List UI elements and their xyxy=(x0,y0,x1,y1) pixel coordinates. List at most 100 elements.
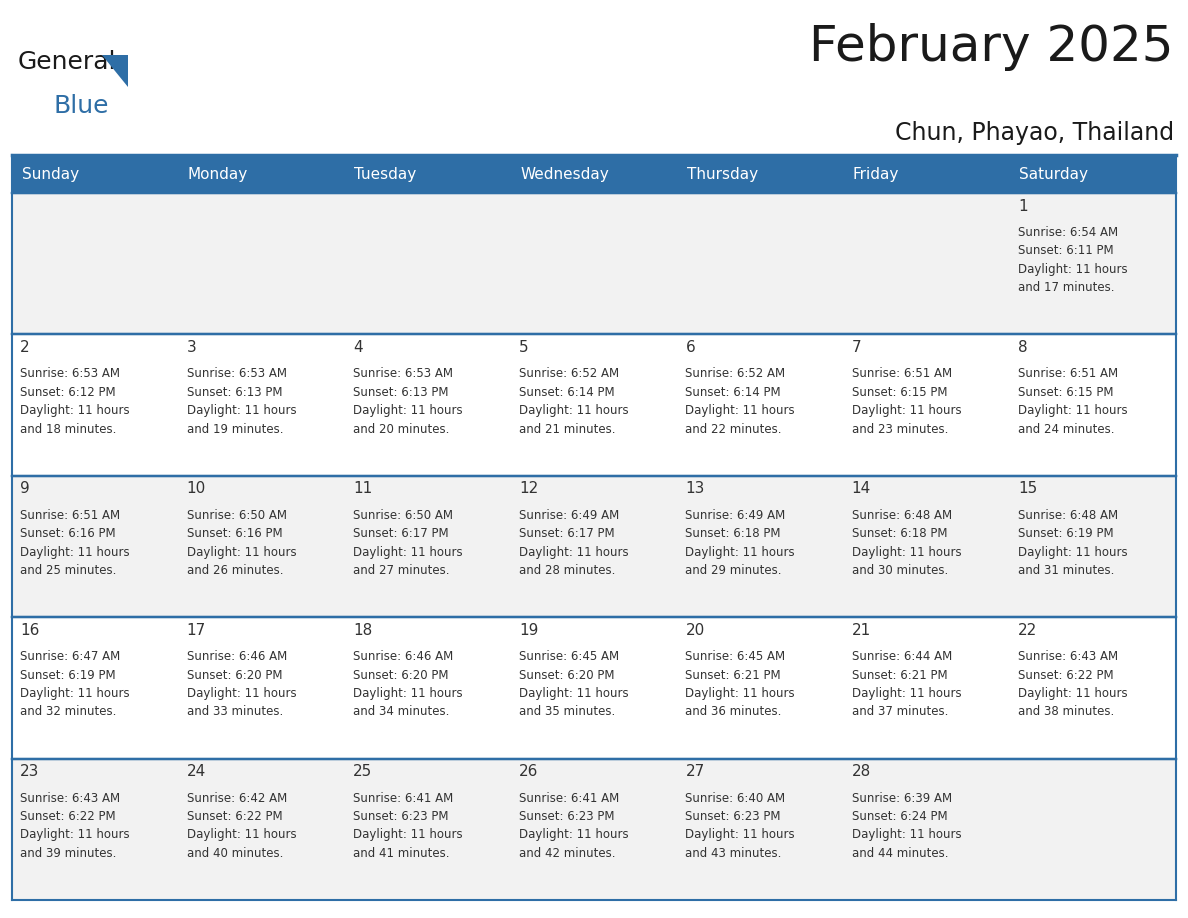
Text: 1: 1 xyxy=(1018,198,1028,214)
Text: 19: 19 xyxy=(519,622,538,638)
Bar xyxy=(178,193,345,334)
Text: 16: 16 xyxy=(20,622,39,638)
Text: Sunset: 6:17 PM: Sunset: 6:17 PM xyxy=(519,527,615,540)
Text: and 29 minutes.: and 29 minutes. xyxy=(685,564,782,577)
Text: and 20 minutes.: and 20 minutes. xyxy=(353,422,449,435)
Text: Daylight: 11 hours: Daylight: 11 hours xyxy=(20,545,129,558)
Bar xyxy=(843,476,1010,617)
Bar xyxy=(345,155,511,193)
Bar xyxy=(178,155,345,193)
Text: 18: 18 xyxy=(353,622,372,638)
Text: 25: 25 xyxy=(353,764,372,779)
Text: Daylight: 11 hours: Daylight: 11 hours xyxy=(187,687,296,700)
Bar xyxy=(511,193,677,334)
Text: 24: 24 xyxy=(187,764,206,779)
Text: and 19 minutes.: and 19 minutes. xyxy=(187,422,283,435)
Text: 3: 3 xyxy=(187,340,196,355)
Text: and 21 minutes.: and 21 minutes. xyxy=(519,422,615,435)
Bar xyxy=(1010,334,1176,476)
Text: Sunset: 6:14 PM: Sunset: 6:14 PM xyxy=(685,386,781,398)
Text: and 31 minutes.: and 31 minutes. xyxy=(1018,564,1114,577)
Bar xyxy=(677,155,843,193)
Text: 10: 10 xyxy=(187,481,206,497)
Text: 5: 5 xyxy=(519,340,529,355)
Text: Sunset: 6:15 PM: Sunset: 6:15 PM xyxy=(852,386,947,398)
Text: Sunrise: 6:51 AM: Sunrise: 6:51 AM xyxy=(852,367,952,380)
Text: 12: 12 xyxy=(519,481,538,497)
Text: and 42 minutes.: and 42 minutes. xyxy=(519,846,615,860)
Text: Daylight: 11 hours: Daylight: 11 hours xyxy=(1018,687,1127,700)
Text: and 32 minutes.: and 32 minutes. xyxy=(20,705,116,718)
Bar xyxy=(677,334,843,476)
Text: Sunrise: 6:45 AM: Sunrise: 6:45 AM xyxy=(685,650,785,663)
Text: Sunset: 6:19 PM: Sunset: 6:19 PM xyxy=(1018,527,1113,540)
Text: and 35 minutes.: and 35 minutes. xyxy=(519,705,615,718)
Text: Sunset: 6:22 PM: Sunset: 6:22 PM xyxy=(20,810,116,823)
Text: and 28 minutes.: and 28 minutes. xyxy=(519,564,615,577)
Text: Sunset: 6:22 PM: Sunset: 6:22 PM xyxy=(1018,668,1113,681)
Text: 28: 28 xyxy=(852,764,871,779)
Text: Sunset: 6:13 PM: Sunset: 6:13 PM xyxy=(353,386,448,398)
Bar xyxy=(511,476,677,617)
Bar xyxy=(1010,193,1176,334)
Text: Sunrise: 6:52 AM: Sunrise: 6:52 AM xyxy=(519,367,619,380)
Text: and 30 minutes.: and 30 minutes. xyxy=(852,564,948,577)
Text: Daylight: 11 hours: Daylight: 11 hours xyxy=(519,545,628,558)
Bar xyxy=(843,334,1010,476)
Text: Monday: Monday xyxy=(188,166,248,182)
Text: and 39 minutes.: and 39 minutes. xyxy=(20,846,116,860)
Text: 20: 20 xyxy=(685,622,704,638)
Bar xyxy=(511,334,677,476)
Text: and 22 minutes.: and 22 minutes. xyxy=(685,422,782,435)
Bar xyxy=(677,476,843,617)
Text: and 38 minutes.: and 38 minutes. xyxy=(1018,705,1114,718)
Text: Friday: Friday xyxy=(853,166,899,182)
Text: Daylight: 11 hours: Daylight: 11 hours xyxy=(852,404,961,417)
Text: Sunrise: 6:39 AM: Sunrise: 6:39 AM xyxy=(852,791,952,805)
Text: Sunset: 6:18 PM: Sunset: 6:18 PM xyxy=(852,527,947,540)
Bar xyxy=(511,617,677,758)
Text: 23: 23 xyxy=(20,764,39,779)
Text: Chun, Phayao, Thailand: Chun, Phayao, Thailand xyxy=(895,121,1174,145)
Text: Sunrise: 6:42 AM: Sunrise: 6:42 AM xyxy=(187,791,286,805)
Bar xyxy=(12,476,178,617)
Bar xyxy=(1010,617,1176,758)
Text: Sunset: 6:22 PM: Sunset: 6:22 PM xyxy=(187,810,283,823)
Bar xyxy=(178,758,345,900)
Text: Saturday: Saturday xyxy=(1019,166,1088,182)
Text: Daylight: 11 hours: Daylight: 11 hours xyxy=(685,687,795,700)
Text: Daylight: 11 hours: Daylight: 11 hours xyxy=(519,404,628,417)
Text: Daylight: 11 hours: Daylight: 11 hours xyxy=(20,828,129,842)
Bar xyxy=(677,758,843,900)
Text: Sunrise: 6:51 AM: Sunrise: 6:51 AM xyxy=(1018,367,1118,380)
Text: Sunrise: 6:48 AM: Sunrise: 6:48 AM xyxy=(852,509,952,521)
Text: Daylight: 11 hours: Daylight: 11 hours xyxy=(685,545,795,558)
Text: and 41 minutes.: and 41 minutes. xyxy=(353,846,449,860)
Text: Sunrise: 6:41 AM: Sunrise: 6:41 AM xyxy=(519,791,619,805)
Text: February 2025: February 2025 xyxy=(809,23,1174,71)
Bar xyxy=(345,758,511,900)
Text: Sunrise: 6:49 AM: Sunrise: 6:49 AM xyxy=(685,509,785,521)
Bar xyxy=(1010,155,1176,193)
Text: 4: 4 xyxy=(353,340,362,355)
Text: Daylight: 11 hours: Daylight: 11 hours xyxy=(187,828,296,842)
Text: Daylight: 11 hours: Daylight: 11 hours xyxy=(353,545,462,558)
Text: Daylight: 11 hours: Daylight: 11 hours xyxy=(852,545,961,558)
Text: and 25 minutes.: and 25 minutes. xyxy=(20,564,116,577)
Bar xyxy=(1010,476,1176,617)
Text: Daylight: 11 hours: Daylight: 11 hours xyxy=(20,404,129,417)
Text: Daylight: 11 hours: Daylight: 11 hours xyxy=(519,828,628,842)
Text: and 24 minutes.: and 24 minutes. xyxy=(1018,422,1114,435)
Text: Sunset: 6:14 PM: Sunset: 6:14 PM xyxy=(519,386,615,398)
Text: Sunset: 6:13 PM: Sunset: 6:13 PM xyxy=(187,386,282,398)
Bar xyxy=(345,476,511,617)
Bar xyxy=(345,334,511,476)
Text: Sunrise: 6:41 AM: Sunrise: 6:41 AM xyxy=(353,791,453,805)
Bar xyxy=(677,617,843,758)
Text: and 34 minutes.: and 34 minutes. xyxy=(353,705,449,718)
Text: Sunrise: 6:43 AM: Sunrise: 6:43 AM xyxy=(20,791,120,805)
Text: Daylight: 11 hours: Daylight: 11 hours xyxy=(685,404,795,417)
Text: Sunset: 6:17 PM: Sunset: 6:17 PM xyxy=(353,527,449,540)
Text: 15: 15 xyxy=(1018,481,1037,497)
Text: 13: 13 xyxy=(685,481,704,497)
